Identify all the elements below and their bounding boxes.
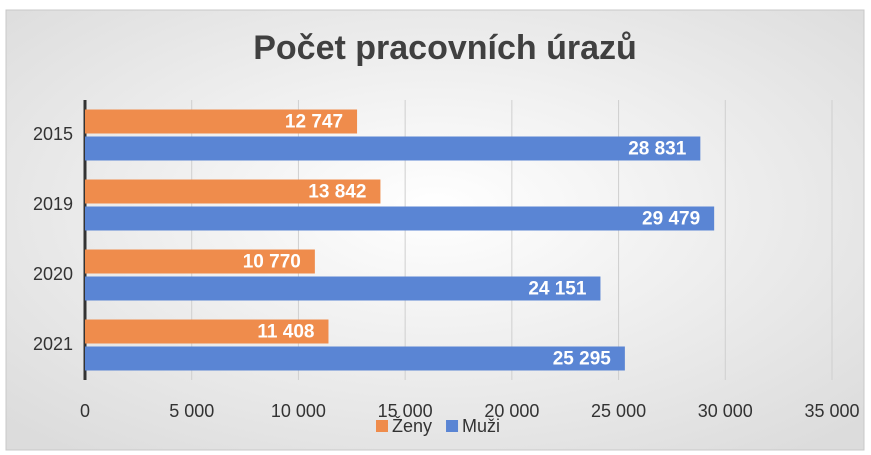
x-tick-label: 20 000 xyxy=(484,401,539,421)
bar xyxy=(85,276,601,301)
legend-label: Muži xyxy=(462,416,500,436)
x-tick-label: 10 000 xyxy=(271,401,326,421)
data-label: 13 842 xyxy=(308,182,366,203)
x-tick-label: 15 000 xyxy=(378,401,433,421)
data-label: 11 408 xyxy=(257,322,314,343)
bar xyxy=(85,346,625,371)
bar xyxy=(85,179,381,204)
legend-swatch xyxy=(376,420,388,432)
data-label: 10 770 xyxy=(243,252,301,273)
y-tick-label: 2020 xyxy=(33,264,73,284)
bar xyxy=(85,319,329,344)
bar xyxy=(85,109,358,134)
data-label: 12 747 xyxy=(285,112,343,133)
chart-title: Počet pracovních úrazů xyxy=(253,29,637,67)
x-tick-label: 0 xyxy=(80,401,90,421)
x-tick-label: 35 000 xyxy=(804,401,859,421)
legend-swatch xyxy=(446,420,459,432)
y-tick-label: 2019 xyxy=(33,194,73,214)
x-tick-label: 25 000 xyxy=(591,401,646,421)
data-label: 24 151 xyxy=(528,279,587,300)
data-label: 29 479 xyxy=(642,209,700,230)
y-tick-label: 2021 xyxy=(33,334,73,354)
bar xyxy=(85,136,701,161)
bar xyxy=(85,206,715,231)
x-tick-label: 5 000 xyxy=(169,401,214,421)
bar xyxy=(85,249,315,274)
data-label: 28 831 xyxy=(628,139,687,160)
y-tick-label: 2015 xyxy=(33,124,73,144)
data-label: 25 295 xyxy=(553,349,612,370)
x-tick-label: 30 000 xyxy=(698,401,753,421)
legend-label: Ženy xyxy=(392,416,432,436)
